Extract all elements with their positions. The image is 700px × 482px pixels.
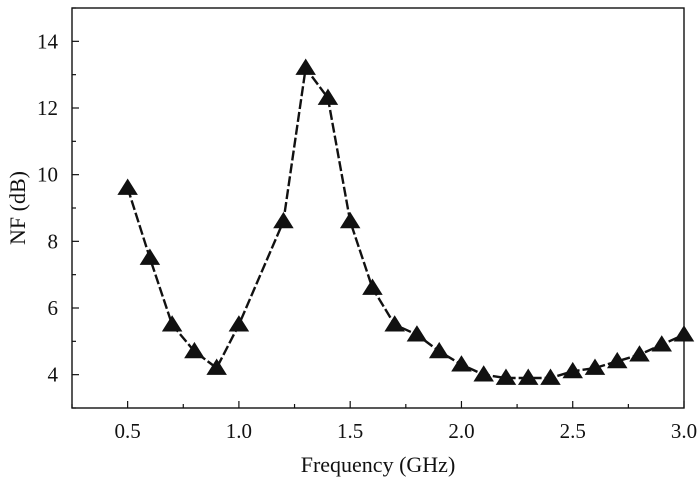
y-tick-label: 6: [48, 296, 59, 320]
y-axis-title: NF (dB): [5, 171, 30, 245]
data-point-marker: [139, 248, 161, 265]
x-tick-label: 0.5: [115, 419, 141, 443]
data-point-marker: [629, 345, 650, 362]
data-point-marker: [651, 335, 673, 352]
data-point-marker: [584, 358, 606, 375]
data-point-marker: [473, 365, 494, 382]
data-point-marker: [384, 315, 405, 332]
data-point-marker: [339, 211, 361, 229]
data-point-marker: [540, 368, 561, 385]
plot-frame: [71, 7, 685, 409]
axis-titles: Frequency (GHz) NF (dB): [5, 171, 455, 477]
data-point-marker: [117, 178, 138, 195]
series-line: [126, 66, 685, 380]
data-point-marker: [406, 325, 428, 342]
x-tick-label: 1.5: [337, 419, 363, 443]
data-point-marker: [606, 351, 628, 369]
axes: [71, 7, 685, 409]
data-point-marker: [495, 368, 517, 385]
x-axis-title: Frequency (GHz): [301, 452, 456, 477]
y-tick-label: 8: [48, 229, 59, 253]
data-point-marker: [673, 325, 695, 342]
data-point-marker: [295, 58, 316, 75]
data-point-marker: [184, 341, 205, 359]
data-point-marker: [517, 368, 539, 385]
data-point-marker: [206, 358, 227, 375]
y-tick-label: 10: [37, 163, 58, 187]
data-point-marker: [451, 355, 472, 372]
ticks: 0.5 1.0 1.5 2.0 2.5 3.0 4 6 8 10 12 14: [37, 7, 697, 443]
x-tick-label: 1.0: [226, 419, 252, 443]
x-tick-label: 2.5: [560, 419, 586, 443]
y-tick-label: 4: [48, 363, 59, 387]
data-series: [117, 58, 695, 385]
data-point-marker: [228, 315, 250, 332]
data-point-marker: [562, 361, 583, 379]
y-tick-label: 12: [37, 96, 58, 120]
y-tick-label: 14: [37, 29, 59, 53]
data-point-marker: [317, 88, 339, 105]
data-point-marker: [273, 211, 294, 229]
x-tick-label: 3.0: [671, 419, 697, 443]
x-tick-label: 2.0: [448, 419, 474, 443]
data-point-marker: [362, 278, 383, 295]
data-point-marker: [428, 341, 450, 359]
data-point-marker: [161, 315, 183, 332]
